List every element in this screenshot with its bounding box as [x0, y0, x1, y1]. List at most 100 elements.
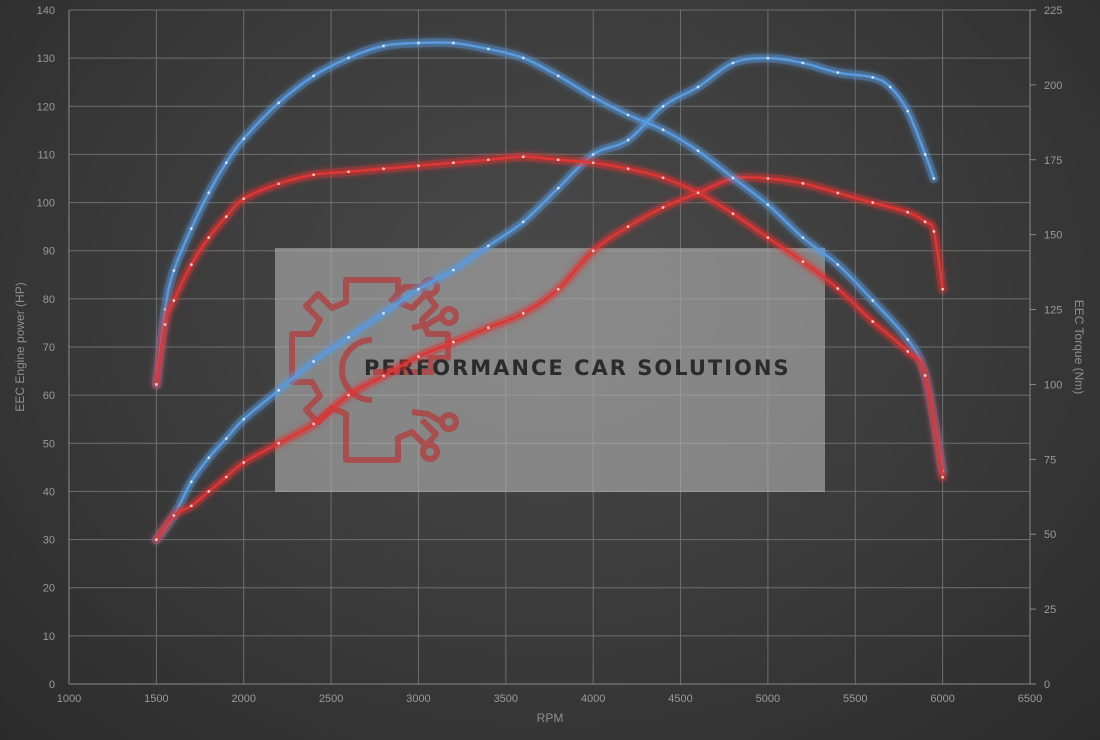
data-point — [521, 311, 525, 315]
data-point — [382, 374, 385, 378]
data-point — [801, 236, 805, 240]
y-right-tick-label: 125 — [1044, 305, 1062, 317]
series-line — [155, 56, 936, 541]
data-point — [696, 191, 700, 195]
series-3 — [151, 37, 948, 476]
data-point — [312, 173, 316, 177]
series-line — [155, 175, 944, 541]
data-point — [591, 249, 595, 253]
data-point — [871, 320, 875, 323]
data-point — [932, 177, 936, 180]
data-point — [224, 215, 228, 219]
tick-labels: 1000 1500 2000 2500 3000 3500 4000 4500 5000 5500… — [37, 5, 1063, 705]
y-left-tick-label: 0 — [49, 679, 55, 691]
data-point — [382, 44, 385, 48]
y-left-tick-label: 20 — [43, 583, 55, 595]
data-point — [906, 338, 910, 341]
y-left-tick-label: 80 — [43, 294, 55, 306]
data-point — [417, 41, 420, 45]
data-point — [452, 41, 455, 45]
y-right-tick-label: 200 — [1044, 80, 1062, 92]
data-point — [189, 263, 193, 267]
data-point — [556, 186, 560, 190]
data-point — [277, 388, 281, 392]
x-tick-label: 6000 — [930, 693, 954, 705]
data-point — [242, 137, 246, 141]
data-point — [591, 161, 595, 165]
y-right-tick-label: 225 — [1044, 5, 1062, 17]
data-point — [521, 56, 525, 60]
data-point — [932, 230, 936, 233]
data-point — [906, 210, 910, 214]
data-point — [661, 176, 665, 180]
data-point — [224, 161, 228, 165]
data-point — [486, 244, 490, 248]
y-right-tick-label: 150 — [1044, 230, 1062, 242]
x-tick-label: 6500 — [1018, 693, 1042, 705]
series-line — [155, 155, 944, 479]
data-point — [731, 61, 735, 65]
data-point — [277, 101, 281, 105]
series-2 — [151, 172, 948, 545]
x-axis-title: RPM — [537, 711, 564, 725]
data-point — [486, 326, 490, 330]
y-right-tick-label: 50 — [1044, 529, 1056, 541]
data-point — [207, 490, 211, 493]
data-point — [521, 155, 525, 159]
x-tick-label: 4000 — [581, 693, 605, 705]
data-point — [521, 220, 525, 224]
data-point — [766, 236, 770, 240]
data-point — [172, 269, 176, 273]
data-point — [452, 268, 455, 272]
y-left-tick-label: 40 — [43, 486, 55, 498]
data-point — [766, 177, 770, 180]
data-point — [347, 170, 350, 174]
data-point — [382, 167, 385, 171]
data-point — [486, 158, 490, 162]
data-point — [207, 191, 211, 195]
y-right-tick-label: 100 — [1044, 379, 1062, 391]
y-left-tick-label: 90 — [43, 246, 55, 258]
x-tick-label: 4500 — [668, 693, 692, 705]
x-tick-label: 3500 — [494, 693, 518, 705]
x-tick-label: 2000 — [231, 693, 255, 705]
data-point — [836, 71, 840, 74]
data-point — [626, 167, 630, 171]
data-point — [277, 182, 281, 186]
data-point — [312, 360, 316, 363]
data-point — [347, 393, 350, 397]
data-point — [417, 355, 420, 359]
data-point — [224, 437, 228, 440]
data-point — [801, 260, 805, 264]
watermark: PERFORMANCE CAR SOLUTIONS — [275, 248, 825, 492]
y-left-tick-label: 140 — [37, 5, 55, 17]
data-point — [661, 205, 665, 209]
data-point — [163, 323, 167, 326]
data-point — [801, 181, 805, 185]
data-point — [486, 47, 490, 51]
data-point — [801, 61, 805, 65]
y-right-tick-label: 25 — [1044, 604, 1056, 616]
axes — [68, 9, 1036, 685]
y-left-tick-label: 110 — [37, 149, 55, 161]
data-point — [923, 220, 927, 224]
x-tick-label: 3000 — [406, 693, 430, 705]
data-point — [906, 109, 910, 113]
y-right-tick-label: 75 — [1044, 454, 1056, 466]
y-left-tick-label: 130 — [37, 53, 55, 65]
y-left-tick-label: 10 — [43, 631, 55, 643]
data-point — [189, 504, 193, 508]
data-point — [556, 287, 560, 291]
data-point — [417, 164, 420, 168]
y-left-tick-label: 50 — [43, 438, 55, 450]
data-point — [941, 287, 945, 291]
data-point — [242, 461, 246, 464]
data-point — [452, 161, 455, 165]
data-point — [417, 287, 420, 291]
data-point — [154, 383, 158, 386]
data-point — [766, 203, 770, 207]
data-point — [556, 74, 560, 78]
data-point — [731, 212, 735, 216]
data-point — [626, 138, 630, 142]
